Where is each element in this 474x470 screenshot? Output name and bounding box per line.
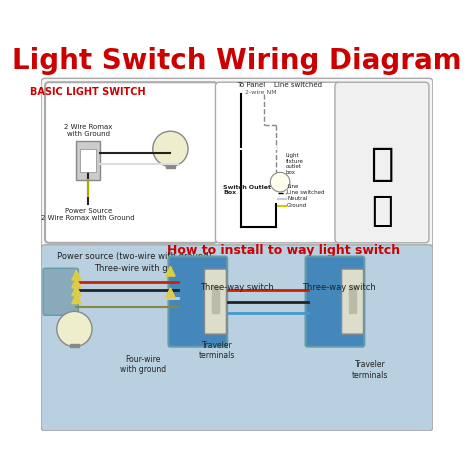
Circle shape (57, 312, 92, 347)
Polygon shape (72, 286, 81, 296)
Text: Three-way switch: Three-way switch (302, 283, 376, 292)
Text: Traveler
terminals: Traveler terminals (352, 360, 388, 380)
Text: Line: Line (287, 183, 299, 188)
Text: Light Switch Wiring Diagram: Light Switch Wiring Diagram (12, 47, 462, 75)
Polygon shape (72, 278, 81, 288)
Text: Power Source
2 Wire Romax with Ground: Power Source 2 Wire Romax with Ground (41, 208, 135, 221)
Text: Ground: Ground (287, 203, 308, 208)
Polygon shape (166, 288, 175, 298)
Text: Line switched: Line switched (274, 82, 322, 88)
Polygon shape (72, 294, 81, 304)
Bar (349, 286, 356, 313)
Text: Power source (two-wire with ground): Power source (two-wire with ground) (57, 252, 212, 261)
Text: 🤖: 🤖 (371, 195, 393, 228)
FancyBboxPatch shape (335, 82, 429, 243)
FancyBboxPatch shape (45, 82, 218, 243)
Circle shape (153, 131, 188, 166)
Text: 🔧: 🔧 (370, 146, 393, 183)
Text: Line switched: Line switched (287, 190, 325, 195)
FancyBboxPatch shape (43, 268, 78, 315)
Bar (211, 286, 219, 313)
Text: Traveler
terminals: Traveler terminals (199, 341, 236, 360)
Bar (70, 344, 79, 347)
FancyBboxPatch shape (41, 245, 433, 431)
FancyBboxPatch shape (204, 269, 227, 334)
Text: Light
fixture
outlet
box: Light fixture outlet box (286, 153, 304, 175)
Bar (166, 164, 175, 168)
Text: Switch Outlet
Box: Switch Outlet Box (223, 185, 271, 196)
Text: How to install to way light switch: How to install to way light switch (167, 244, 401, 257)
FancyBboxPatch shape (168, 257, 227, 347)
Text: Four-wire
with ground: Four-wire with ground (120, 354, 166, 374)
Text: Neutral: Neutral (287, 196, 308, 202)
Polygon shape (72, 270, 81, 280)
Text: BASIC LIGHT SWITCH: BASIC LIGHT SWITCH (30, 87, 146, 97)
FancyBboxPatch shape (342, 269, 364, 334)
Bar (80, 149, 96, 172)
Circle shape (270, 172, 290, 192)
Text: 2 Wire Romax
with Ground: 2 Wire Romax with Ground (64, 124, 112, 137)
FancyBboxPatch shape (216, 82, 341, 243)
Polygon shape (166, 266, 175, 276)
Text: 2-wire NM: 2-wire NM (245, 89, 276, 94)
FancyBboxPatch shape (306, 257, 365, 347)
Bar (76, 141, 100, 180)
Text: Three-wire with ground: Three-wire with ground (94, 264, 192, 273)
Text: Three-way switch: Three-way switch (200, 283, 274, 292)
Text: To Panel: To Panel (237, 82, 265, 88)
Bar (41, 39, 433, 80)
FancyBboxPatch shape (41, 78, 433, 249)
